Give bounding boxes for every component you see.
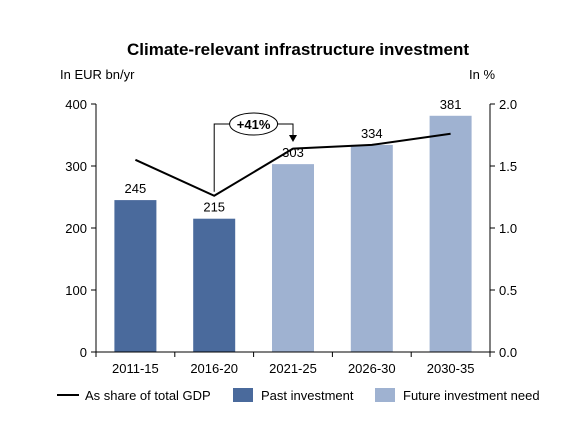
right-tick-label: 2.0 xyxy=(499,97,517,112)
left-tick-label: 100 xyxy=(65,283,87,298)
annotation-bubble xyxy=(229,112,279,136)
x-tick-label: 2011-15 xyxy=(112,361,159,376)
x-tick-label: 2026-30 xyxy=(348,361,396,376)
legend-label: Past investment xyxy=(261,388,354,403)
x-tick-label: 2016-20 xyxy=(190,361,238,376)
bar-2030-35 xyxy=(429,115,472,352)
bar-2011-15 xyxy=(114,200,157,352)
left-tick-label: 0 xyxy=(80,345,87,360)
left-tick-label: 200 xyxy=(65,221,87,236)
data-label: 245 xyxy=(125,181,147,196)
gdp-share-line xyxy=(134,132,451,197)
left-tick-label: 300 xyxy=(65,159,87,174)
bar-2021-25 xyxy=(272,164,314,352)
annotation-arrowhead xyxy=(289,135,297,142)
data-label: 215 xyxy=(203,200,225,215)
data-label: 381 xyxy=(440,97,462,112)
left-tick-label: 400 xyxy=(65,97,87,112)
legend-swatch-past xyxy=(233,388,253,402)
legend-swatch-future xyxy=(375,388,395,402)
x-tick-label: 2021-25 xyxy=(269,361,317,376)
left-axis-label: In EUR bn/yr xyxy=(60,67,135,82)
legend-label: As share of total GDP xyxy=(85,388,211,403)
legend-label: Future investment need xyxy=(403,388,540,403)
x-tick-label: 2030-35 xyxy=(427,361,475,376)
bar-2016-20 xyxy=(193,218,236,352)
data-label: 303 xyxy=(282,145,304,160)
right-axis-label: In % xyxy=(469,67,495,82)
chart-title: Climate-relevant infrastructure investme… xyxy=(127,40,469,59)
right-tick-label: 1.5 xyxy=(499,159,517,174)
right-tick-label: 1.0 xyxy=(499,221,517,236)
annotation-label: +41% xyxy=(237,117,271,132)
right-tick-label: 0.5 xyxy=(499,283,517,298)
bar-2026-30 xyxy=(350,144,393,352)
data-label: 334 xyxy=(361,126,383,141)
right-tick-label: 0.0 xyxy=(499,345,517,360)
